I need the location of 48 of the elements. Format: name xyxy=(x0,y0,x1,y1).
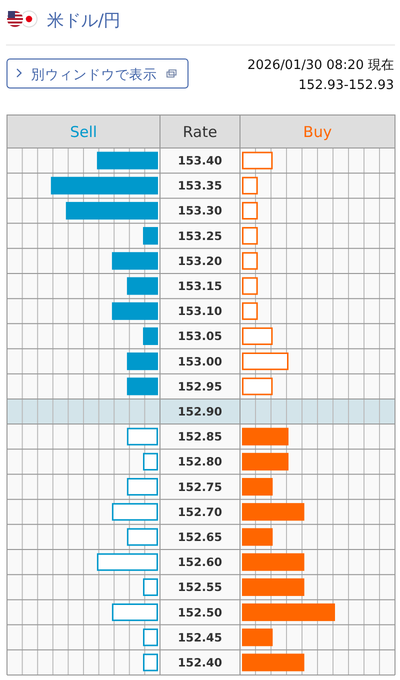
y-tick-label: 152.90 xyxy=(178,404,222,418)
y-tick-label: 153.35 xyxy=(178,178,222,193)
y-tick-label: 153.20 xyxy=(178,254,222,268)
y-tick-label: 152.60 xyxy=(178,555,222,570)
bar xyxy=(242,503,304,521)
bar xyxy=(242,578,304,596)
bar xyxy=(242,378,273,396)
y-tick-label: 153.30 xyxy=(178,204,222,218)
y-tick-label: 152.70 xyxy=(178,504,222,519)
y-tick-label: 152.45 xyxy=(178,630,222,644)
y-tick-label: 153.15 xyxy=(178,279,222,294)
bar xyxy=(242,277,258,295)
bar xyxy=(242,428,288,446)
bar xyxy=(242,603,335,622)
y-tick-label: 152.55 xyxy=(178,580,222,594)
bar xyxy=(242,152,273,170)
y-tick-label: 152.75 xyxy=(178,480,222,494)
series-label: Sell xyxy=(70,123,98,141)
bar xyxy=(242,452,288,470)
y-tick-label: 152.65 xyxy=(178,530,222,544)
y-tick-label: 153.40 xyxy=(178,154,222,168)
text: Buy xyxy=(303,123,332,141)
y-tick-label: 152.50 xyxy=(178,605,222,620)
bar xyxy=(242,202,258,220)
y-tick-label: 152.40 xyxy=(178,655,222,670)
y-tick-label: 152.80 xyxy=(178,454,222,469)
y-axis-title: Rate xyxy=(182,123,218,141)
bar xyxy=(242,528,273,546)
text: 2026/01/30 08:20 現在 xyxy=(247,58,394,73)
bar xyxy=(242,352,288,370)
text: 別ウィンドウで表示 xyxy=(31,67,157,83)
y-tick-label: 153.10 xyxy=(178,304,222,318)
bar xyxy=(242,654,304,672)
bar xyxy=(242,327,273,346)
y-tick-label: 152.85 xyxy=(178,430,222,444)
y-tick-label: 153.05 xyxy=(178,329,222,344)
bar xyxy=(242,478,273,496)
text: 152.93-152.93 xyxy=(298,78,394,93)
bar xyxy=(242,252,258,270)
y-tick-label: 153.00 xyxy=(178,354,222,368)
bar xyxy=(242,553,304,571)
bar xyxy=(242,302,258,320)
chart-title: 米ドル/円 xyxy=(47,11,121,31)
bar xyxy=(242,176,258,194)
bar xyxy=(242,628,273,646)
y-tick-label: 153.25 xyxy=(178,228,222,243)
bar xyxy=(242,227,258,245)
y-tick-label: 152.95 xyxy=(178,379,222,394)
